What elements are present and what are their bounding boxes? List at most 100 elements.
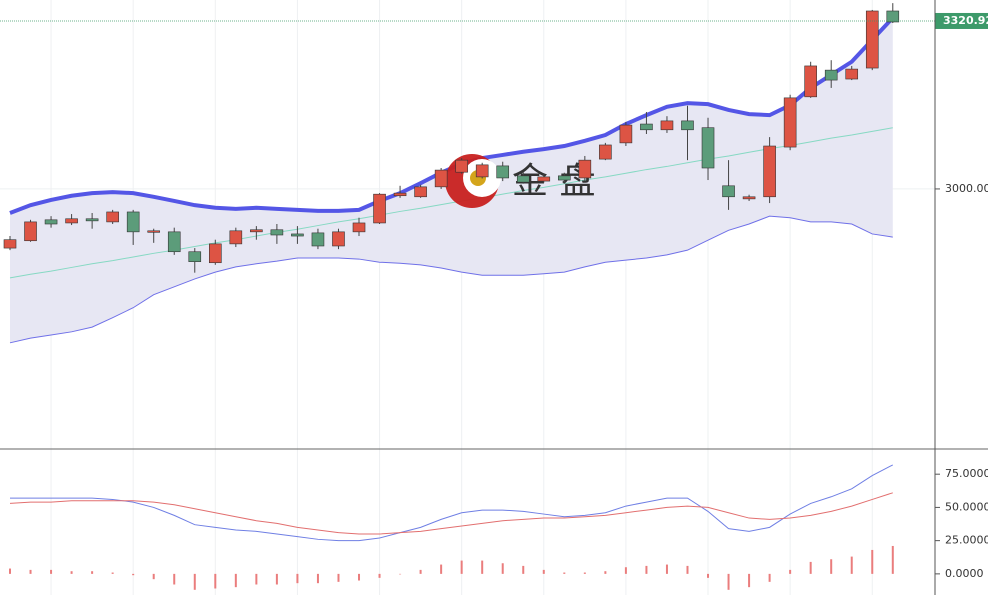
candle-body: [701, 127, 715, 169]
y-tick-label: 3000.00: [945, 182, 988, 195]
histogram-bar: [419, 569, 422, 574]
histogram-bar: [173, 573, 176, 585]
y-tick-label: 75.0000: [945, 467, 988, 480]
candle-body: [640, 123, 653, 131]
histogram-bar: [789, 569, 792, 574]
candle-body: [332, 231, 345, 247]
candle-body: [24, 221, 37, 242]
y-tick-label: 25.0000: [945, 534, 988, 547]
histogram-bar: [358, 573, 361, 581]
histogram-bar: [214, 573, 217, 589]
histogram-bar: [707, 573, 710, 578]
candle-body: [229, 230, 243, 245]
candle-body: [167, 231, 181, 253]
candle-body: [722, 185, 735, 198]
histogram-bar: [255, 573, 258, 585]
histogram-bar: [9, 568, 11, 574]
last-price-tag: [935, 12, 988, 29]
histogram-bar: [645, 565, 648, 574]
candle-body: [3, 239, 17, 249]
candle-body: [742, 196, 756, 200]
histogram-bar: [727, 573, 730, 590]
band-line: [9, 215, 893, 344]
candle-body: [352, 222, 366, 233]
histogram-bar: [563, 572, 566, 574]
last-price-label: 3320.92: [943, 14, 988, 27]
candle-body: [65, 218, 78, 224]
histogram-bar: [132, 573, 135, 576]
candle-body: [414, 186, 427, 198]
candle-body: [496, 165, 510, 179]
histogram-bar: [871, 549, 874, 574]
candle-body: [291, 233, 304, 237]
histogram-bar: [152, 573, 155, 580]
histogram-bar: [234, 573, 237, 588]
candle-body: [126, 211, 140, 233]
histogram-bar: [440, 564, 443, 574]
candle-body: [845, 68, 859, 80]
candle-body: [537, 176, 551, 182]
candle-body: [393, 192, 407, 197]
candle-body: [804, 65, 817, 98]
histogram-bar: [275, 573, 278, 585]
histogram-bar: [604, 571, 607, 574]
candle-body: [599, 144, 612, 160]
candle-body: [558, 175, 571, 181]
candle-body: [434, 169, 448, 188]
candle-body: [188, 251, 202, 262]
histogram-bar: [748, 573, 751, 588]
candle-body: [763, 145, 776, 198]
histogram-bar: [460, 560, 463, 574]
candle-body: [619, 124, 633, 144]
histogram-bar: [337, 573, 340, 582]
candle-body: [475, 164, 489, 178]
histogram-bar: [522, 565, 525, 574]
candle-body: [85, 218, 99, 222]
histogram-bar: [891, 545, 894, 574]
histogram-bar: [686, 565, 689, 574]
candle-body: [311, 232, 325, 247]
histogram-bar: [50, 569, 53, 574]
candle-body: [250, 229, 263, 233]
histogram-bar: [542, 569, 545, 574]
histogram-bar: [296, 573, 299, 584]
candle-body: [209, 243, 222, 264]
candle-body: [373, 193, 386, 224]
candle-body: [660, 120, 674, 131]
histogram-bar: [29, 569, 32, 574]
y-tick-label: 0.0000: [945, 567, 984, 580]
candle-body: [865, 10, 879, 69]
histogram-bar: [768, 573, 771, 582]
histogram-bar: [111, 572, 114, 574]
candle-body: [516, 175, 530, 183]
histogram-bar: [850, 556, 853, 574]
indicator-line: [10, 464, 894, 542]
candle-body: [147, 230, 161, 233]
histogram-bar: [70, 571, 73, 574]
candle-body: [106, 211, 119, 223]
histogram-bar: [481, 560, 484, 574]
histogram-bar: [830, 559, 833, 574]
candle-body: [783, 97, 797, 148]
candle-body: [886, 10, 900, 23]
y-tick-label: 50.0000: [945, 500, 988, 513]
candle-body: [824, 69, 838, 81]
histogram-bar: [583, 572, 586, 574]
histogram-bar: [316, 573, 319, 584]
histogram-bar: [809, 561, 812, 574]
histogram-bar: [91, 571, 94, 574]
histogram-bar: [378, 573, 381, 578]
histogram-bar: [624, 567, 627, 574]
candle-body: [455, 159, 468, 173]
histogram-bar: [399, 573, 402, 575]
histogram-bar: [665, 564, 668, 574]
candle-body: [681, 120, 694, 131]
candle-body: [270, 229, 284, 236]
candle-body: [44, 219, 58, 225]
candle-body: [578, 159, 592, 179]
band-line: [9, 127, 893, 279]
histogram-bar: [193, 573, 196, 590]
indicator-line: [9, 492, 893, 535]
histogram-bar: [501, 563, 504, 574]
